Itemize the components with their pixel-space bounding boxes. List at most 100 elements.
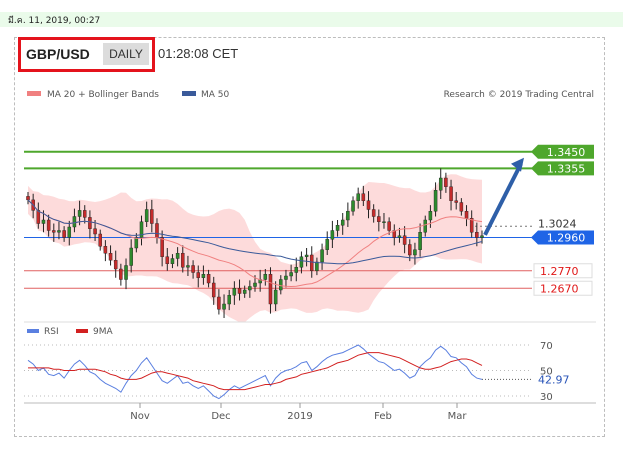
candle-body-49: [279, 279, 283, 291]
candle-body-83: [454, 200, 458, 203]
candle-body-8: [67, 226, 72, 238]
x-tick-label-0: Nov: [130, 411, 150, 422]
rsi-legend-swatch: [27, 329, 39, 333]
candle-body-72: [397, 235, 402, 238]
rsi-tick-30: 30: [540, 392, 553, 403]
level-label-1.2960: 1.2960: [547, 232, 586, 245]
candle-body-78: [428, 211, 433, 221]
candle-body-68: [377, 216, 381, 222]
candle-body-32: [191, 265, 195, 273]
candle-body-0: [26, 196, 30, 201]
candle-body-67: [371, 209, 376, 217]
candle-body-16: [108, 253, 113, 261]
ma50-line: [27, 199, 483, 265]
candle-body-17: [113, 260, 118, 270]
candle-body-4: [46, 219, 51, 231]
candle-body-2: [36, 210, 41, 224]
candle-body-50: [284, 275, 288, 280]
candle-body-75: [413, 249, 417, 256]
candle-body-56: [315, 261, 319, 271]
candle-body-81: [444, 177, 448, 187]
candle-body-9: [72, 216, 77, 228]
pair-label: GBP/USD: [26, 46, 90, 62]
candle-body-52: [294, 267, 299, 273]
x-tick-label-2: 2019: [287, 411, 312, 422]
candle-body-40: [232, 288, 237, 296]
candle-body-38: [222, 303, 226, 310]
candle-body-35: [206, 274, 211, 284]
candle-body-76: [418, 232, 422, 250]
bollinger-band-area: [28, 174, 482, 323]
candle-body-51: [289, 272, 293, 277]
candle-body-66: [366, 200, 371, 210]
candle-body-20: [129, 247, 133, 266]
candle-body-63: [351, 200, 355, 212]
candle-body-29: [175, 253, 180, 259]
x-tick-label-4: Mar: [448, 411, 468, 422]
projection-arrow-shaft: [483, 162, 523, 236]
candle-body-5: [52, 230, 56, 233]
candle-body-23: [144, 209, 149, 222]
candle-body-73: [402, 235, 407, 245]
x-tick-label-3: Feb: [374, 411, 392, 422]
candle-body-13: [93, 228, 97, 235]
candle-body-15: [103, 246, 108, 254]
candle-body-86: [469, 218, 474, 233]
timeframe-button[interactable]: DAILY: [103, 43, 149, 65]
level-labels: 1.3450 1.3355 1.3024 1.2960 1.2770 1.2670: [531, 144, 594, 296]
rsi-panel: 70 50 30 42.97: [24, 341, 570, 403]
level-tag-1.3355: [531, 161, 594, 176]
x-axis: Nov Dec 2019 Feb Mar: [130, 403, 467, 422]
ma20-legend-swatch: [27, 91, 41, 96]
rsi-ma-legend-swatch: [76, 329, 88, 333]
candle-body-88: [480, 235, 484, 238]
candle-body-7: [62, 230, 66, 238]
ma50-legend-label: MA 50: [201, 90, 230, 100]
level-tag-1.2960: [531, 230, 594, 245]
candle-body-12: [88, 217, 92, 229]
ma20-legend-label: MA 20 + Bollinger Bands: [47, 90, 159, 100]
rsi-current-label: 42.97: [538, 373, 570, 386]
candle-body-87: [475, 232, 479, 238]
candle-body-62: [346, 211, 350, 221]
candle-body-47: [268, 274, 273, 305]
rsi-tick-50: 50: [540, 367, 553, 378]
rsi-ma-legend-label: 9MA: [93, 327, 113, 337]
candle-body-30: [181, 253, 185, 268]
date-bar: มี.ค. 11, 2019, 00:27: [0, 12, 623, 27]
candle-body-10: [77, 210, 82, 217]
credit-label: Research © 2019 Trading Central: [444, 90, 594, 100]
candle-body-57: [320, 249, 324, 263]
rsi-series-1: [28, 352, 483, 391]
level-label-1.2770: 1.2770: [540, 265, 579, 278]
candle-body-33: [196, 272, 200, 278]
candle-body-26: [160, 237, 164, 257]
candle-body-65: [361, 193, 366, 201]
rsi-legend-label: RSI: [44, 327, 59, 337]
candle-body-25: [155, 223, 159, 238]
candle-body-28: [170, 258, 175, 264]
candle-body-84: [459, 202, 464, 212]
candle-body-31: [186, 265, 190, 268]
candle-body-59: [330, 230, 335, 240]
candle-body-36: [211, 282, 216, 298]
rsi-series-0: [27, 344, 483, 400]
level-label-1.3355: 1.3355: [547, 162, 586, 175]
candle-body-22: [139, 221, 144, 238]
candle-body-48: [273, 289, 278, 305]
candle-body-69: [382, 221, 386, 223]
candle-body-34: [201, 274, 206, 278]
ma50-legend-swatch: [182, 91, 196, 96]
candle-body-39: [227, 295, 231, 305]
projection-arrow: [483, 157, 524, 236]
candle-body-61: [340, 219, 345, 226]
candle-body-46: [263, 274, 268, 280]
candle-body-3: [41, 219, 46, 224]
candle-body-43: [248, 286, 252, 291]
x-tick-label-1: Dec: [211, 411, 230, 422]
candle-body-54: [304, 254, 309, 257]
candle-body-55: [310, 254, 314, 271]
candle-body-37: [217, 296, 221, 310]
candle-body-80: [438, 177, 443, 191]
